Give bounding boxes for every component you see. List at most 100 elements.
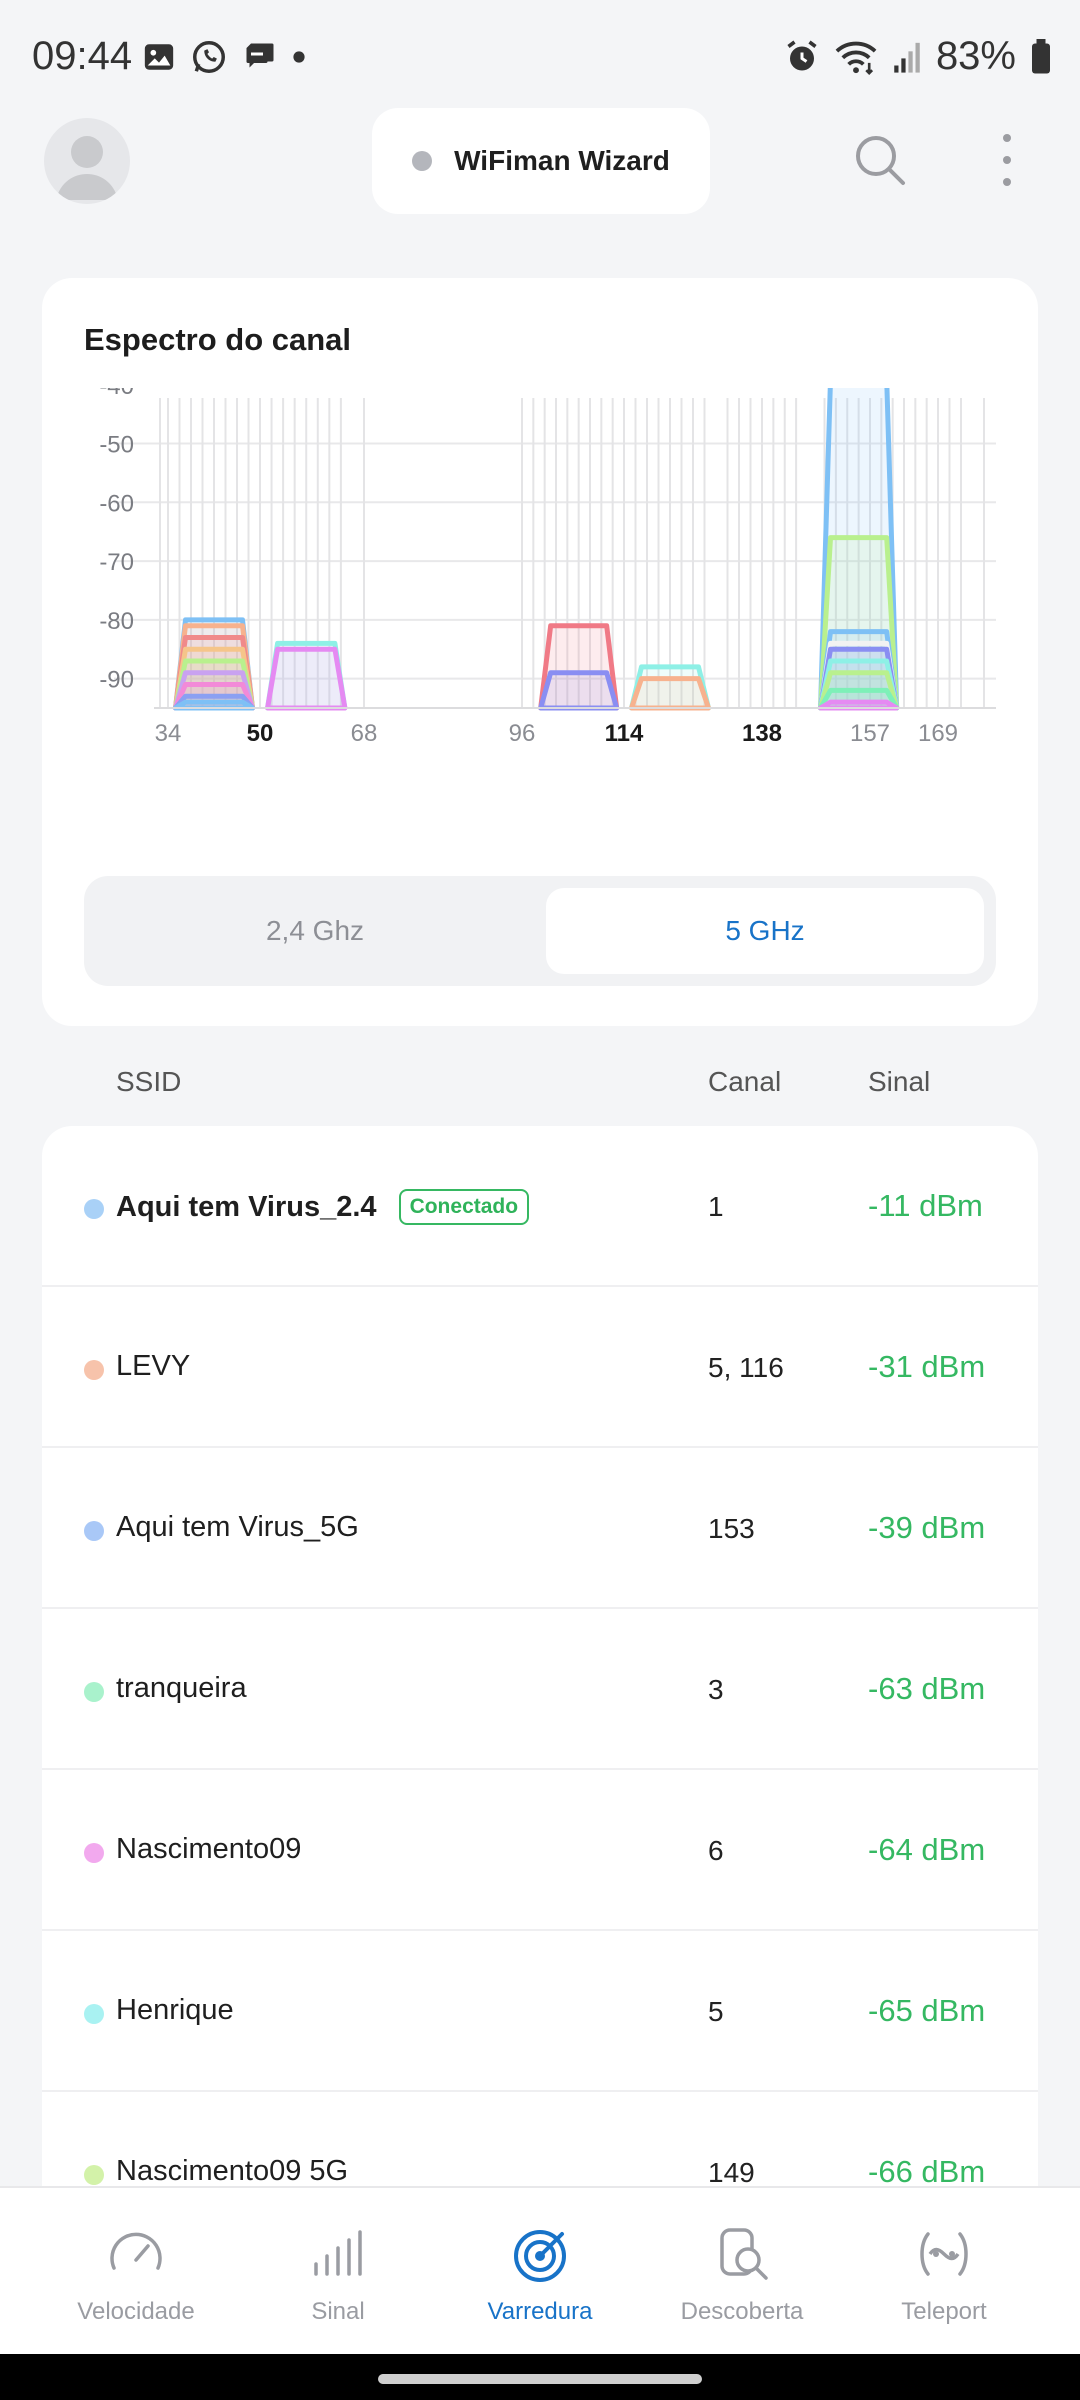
network-signal: -31 dBm: [868, 1349, 986, 1384]
network-channel: 153: [708, 1513, 755, 1544]
network-channel: 1: [708, 1191, 724, 1222]
teleport-icon: [920, 2232, 968, 2276]
network-color-dot: [84, 1521, 104, 1541]
column-header-canal[interactable]: Canal: [708, 1066, 782, 1097]
network-color-dot: [84, 1360, 104, 1380]
network-list: Aqui tem Virus_2.4 Conectado 1 -11 dBm L…: [42, 1126, 1038, 2186]
network-row[interactable]: Henrique 5 -65 dBm: [42, 1931, 1038, 2092]
avatar[interactable]: [44, 118, 130, 204]
network-row[interactable]: Nascimento09 5G 149 -66 dBm: [42, 2092, 1038, 2186]
network-color-dot: [84, 1682, 104, 1702]
network-row[interactable]: Nascimento09 6 -64 dBm: [42, 1770, 1038, 1931]
network-row[interactable]: LEVY 5, 116 -31 dBm: [42, 1287, 1038, 1448]
x-tick-label: 114: [605, 720, 644, 747]
nav-velocidade[interactable]: Velocidade: [36, 2188, 236, 2356]
nav-varredura[interactable]: Varredura: [440, 2188, 640, 2356]
wifi-icon: [835, 41, 877, 75]
discovery-icon: [720, 2228, 768, 2280]
network-channel: 5: [708, 1996, 724, 2027]
x-tick-label: 50: [247, 720, 274, 747]
wifiman-wizard-button[interactable]: WiFiman Wizard: [372, 108, 710, 214]
column-header-sinal[interactable]: Sinal: [868, 1066, 931, 1097]
radar-icon: [514, 2230, 566, 2282]
y-tick-label: -70: [99, 549, 134, 576]
network-channel: 3: [708, 1674, 724, 1705]
nav-descoberta[interactable]: Descoberta: [642, 2188, 842, 2356]
network-row[interactable]: Aqui tem Virus_5G 153 -39 dBm: [42, 1448, 1038, 1609]
network-trace: [265, 646, 348, 711]
network-signal: -11 dBm: [868, 1188, 983, 1223]
network-color-dot: [84, 1199, 104, 1219]
network-signal: -39 dBm: [868, 1510, 986, 1545]
home-indicator[interactable]: [378, 2374, 702, 2384]
nav-teleport[interactable]: Teleport: [844, 2188, 1044, 2356]
nav-label: Sinal: [311, 2298, 365, 2325]
system-icons: 83%: [784, 34, 1052, 79]
bottom-navigation: Velocidade Sinal Varredura Descoberta: [0, 2186, 1080, 2354]
user-avatar-icon: [56, 136, 118, 200]
network-color-dot: [84, 1843, 104, 1863]
top-bar: WiFiman Wizard: [0, 108, 1080, 218]
network-row[interactable]: Aqui tem Virus_2.4 Conectado 1 -11 dBm: [42, 1126, 1038, 1287]
spectrum-chart: -40 -50 -60 -70 -80 -90 34 50 68 96 114 138 157 169: [99, 388, 996, 747]
network-ssid: Nascimento09: [116, 1833, 302, 1865]
network-trace: [538, 670, 620, 711]
wizard-label: WiFiman Wizard: [454, 145, 670, 176]
y-tick-label: -50: [99, 432, 134, 459]
network-list-header: SSID Canal Sinal: [0, 1066, 1080, 1110]
network-ssid: LEVY: [116, 1350, 191, 1382]
band-toggle: 2,4 Ghz 5 GHz: [84, 876, 996, 986]
channel-spectrum-card: Espectro do canal -40 -50 -60 -70 -80 -90 34 50…: [42, 278, 1038, 1026]
nav-label: Teleport: [901, 2298, 987, 2325]
band-5ghz-tab[interactable]: 5 GHz: [546, 888, 984, 974]
x-tick-label: 68: [351, 720, 378, 747]
chat-icon: [246, 43, 274, 68]
battery-icon: [1032, 38, 1050, 73]
network-trace: [629, 676, 711, 711]
x-tick-label: 157: [850, 720, 890, 747]
network-color-dot: [84, 2004, 104, 2024]
nav-label: Varredura: [487, 2298, 593, 2325]
nav-sinal[interactable]: Sinal: [238, 2188, 438, 2356]
y-tick-label: -60: [99, 490, 134, 517]
network-signal: -66 dBm: [868, 2154, 986, 2186]
band-2-4ghz-tab[interactable]: 2,4 Ghz: [265, 915, 365, 946]
wizard-status-dot: [412, 151, 433, 171]
alarm-icon: [787, 40, 817, 70]
search-icon[interactable]: [852, 132, 908, 188]
speedometer-icon: [110, 2232, 162, 2270]
connected-badge: Conectado: [398, 1189, 530, 1225]
column-header-ssid[interactable]: SSID: [116, 1066, 182, 1097]
network-channel: 5, 116: [708, 1352, 784, 1383]
whatsapp-icon: [193, 41, 225, 73]
network-ssid: Aqui tem Virus_5G: [116, 1511, 359, 1543]
x-tick-label: 34: [155, 720, 182, 747]
nav-label: Velocidade: [77, 2298, 195, 2325]
x-tick-label: 169: [918, 720, 958, 747]
network-ssid: Aqui tem Virus_2.4 Conectado: [116, 1189, 530, 1225]
network-ssid: tranqueira: [116, 1672, 247, 1704]
system-navigation-bar: [0, 2354, 1080, 2400]
x-tick-label: 138: [742, 720, 782, 747]
status-time: 09:44: [32, 34, 133, 78]
network-row[interactable]: tranqueira 3 -63 dBm: [42, 1609, 1038, 1770]
signal-icon: [894, 42, 920, 73]
network-ssid: Henrique: [116, 1994, 234, 2026]
signal-bars-icon: [314, 2230, 362, 2276]
y-tick-label: -40: [99, 388, 134, 400]
image-icon: [144, 44, 174, 70]
status-bar: 09:44 83%: [0, 0, 1080, 120]
network-signal: -63 dBm: [868, 1671, 986, 1706]
network-channel: 149: [708, 2157, 755, 2186]
notification-icons: [142, 38, 306, 76]
y-tick-label: -90: [99, 667, 134, 694]
y-tick-label: -80: [99, 608, 134, 635]
battery-percentage: 83%: [935, 34, 1016, 78]
network-signal: -64 dBm: [868, 1832, 986, 1867]
ssid-text: Aqui tem Virus_2.4: [116, 1190, 377, 1223]
nav-label: Descoberta: [680, 2298, 804, 2325]
more-options-icon[interactable]: [982, 132, 1032, 188]
network-channel: 6: [708, 1835, 724, 1866]
x-tick-label: 96: [509, 720, 536, 747]
dot-icon: [293, 51, 305, 63]
